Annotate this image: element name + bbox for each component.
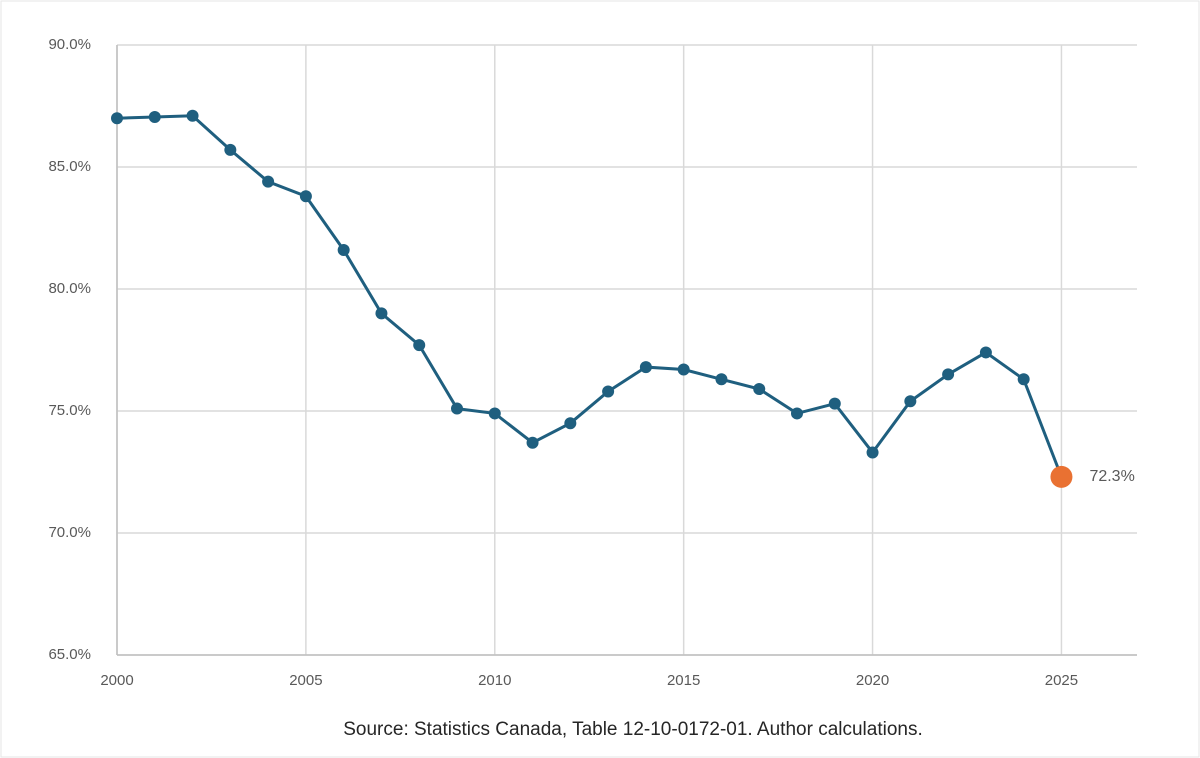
data-label: 72.3%: [1089, 468, 1134, 485]
y-tick-label: 80.0%: [48, 280, 91, 297]
data-line: [116, 114, 1063, 478]
data-point: [488, 407, 501, 420]
data-point: [299, 190, 312, 203]
data-point: [111, 112, 123, 125]
data-point: [904, 395, 917, 408]
data-point: [1017, 373, 1030, 386]
data-point: [224, 143, 237, 156]
data-point: [526, 436, 539, 449]
data-point: [677, 363, 690, 376]
data-point: [375, 307, 388, 320]
data-point: [715, 373, 728, 386]
data-point: [602, 385, 615, 398]
x-tick-label: 2010: [478, 672, 511, 689]
y-tick-label: 90.0%: [48, 36, 91, 53]
x-tick-label: 2015: [667, 672, 700, 689]
data-point: [791, 407, 803, 420]
data-point: [337, 243, 350, 256]
y-tick-label: 65.0%: [48, 646, 91, 663]
data-point: [1050, 465, 1073, 488]
data-point: [866, 446, 879, 459]
x-tick-label: 2000: [100, 672, 133, 689]
x-tick-label: 2005: [289, 672, 322, 689]
data-point: [413, 339, 426, 352]
y-tick-label: 75.0%: [48, 402, 91, 419]
data-point: [451, 402, 463, 415]
y-tick-label: 70.0%: [48, 524, 91, 541]
x-tick-label: 2025: [1045, 672, 1078, 689]
data-point: [564, 417, 577, 430]
data-point: [979, 346, 992, 359]
x-tick-label: 2020: [856, 672, 889, 689]
data-point: [186, 109, 199, 122]
y-tick-label: 85.0%: [48, 158, 91, 175]
data-point: [148, 110, 161, 123]
data-point: [828, 397, 841, 410]
data-point: [639, 361, 652, 374]
data-point: [753, 383, 766, 396]
source-note: Source: Statistics Canada, Table 12-10-0…: [343, 719, 923, 740]
data-point: [262, 175, 275, 188]
data-point: [942, 368, 955, 381]
